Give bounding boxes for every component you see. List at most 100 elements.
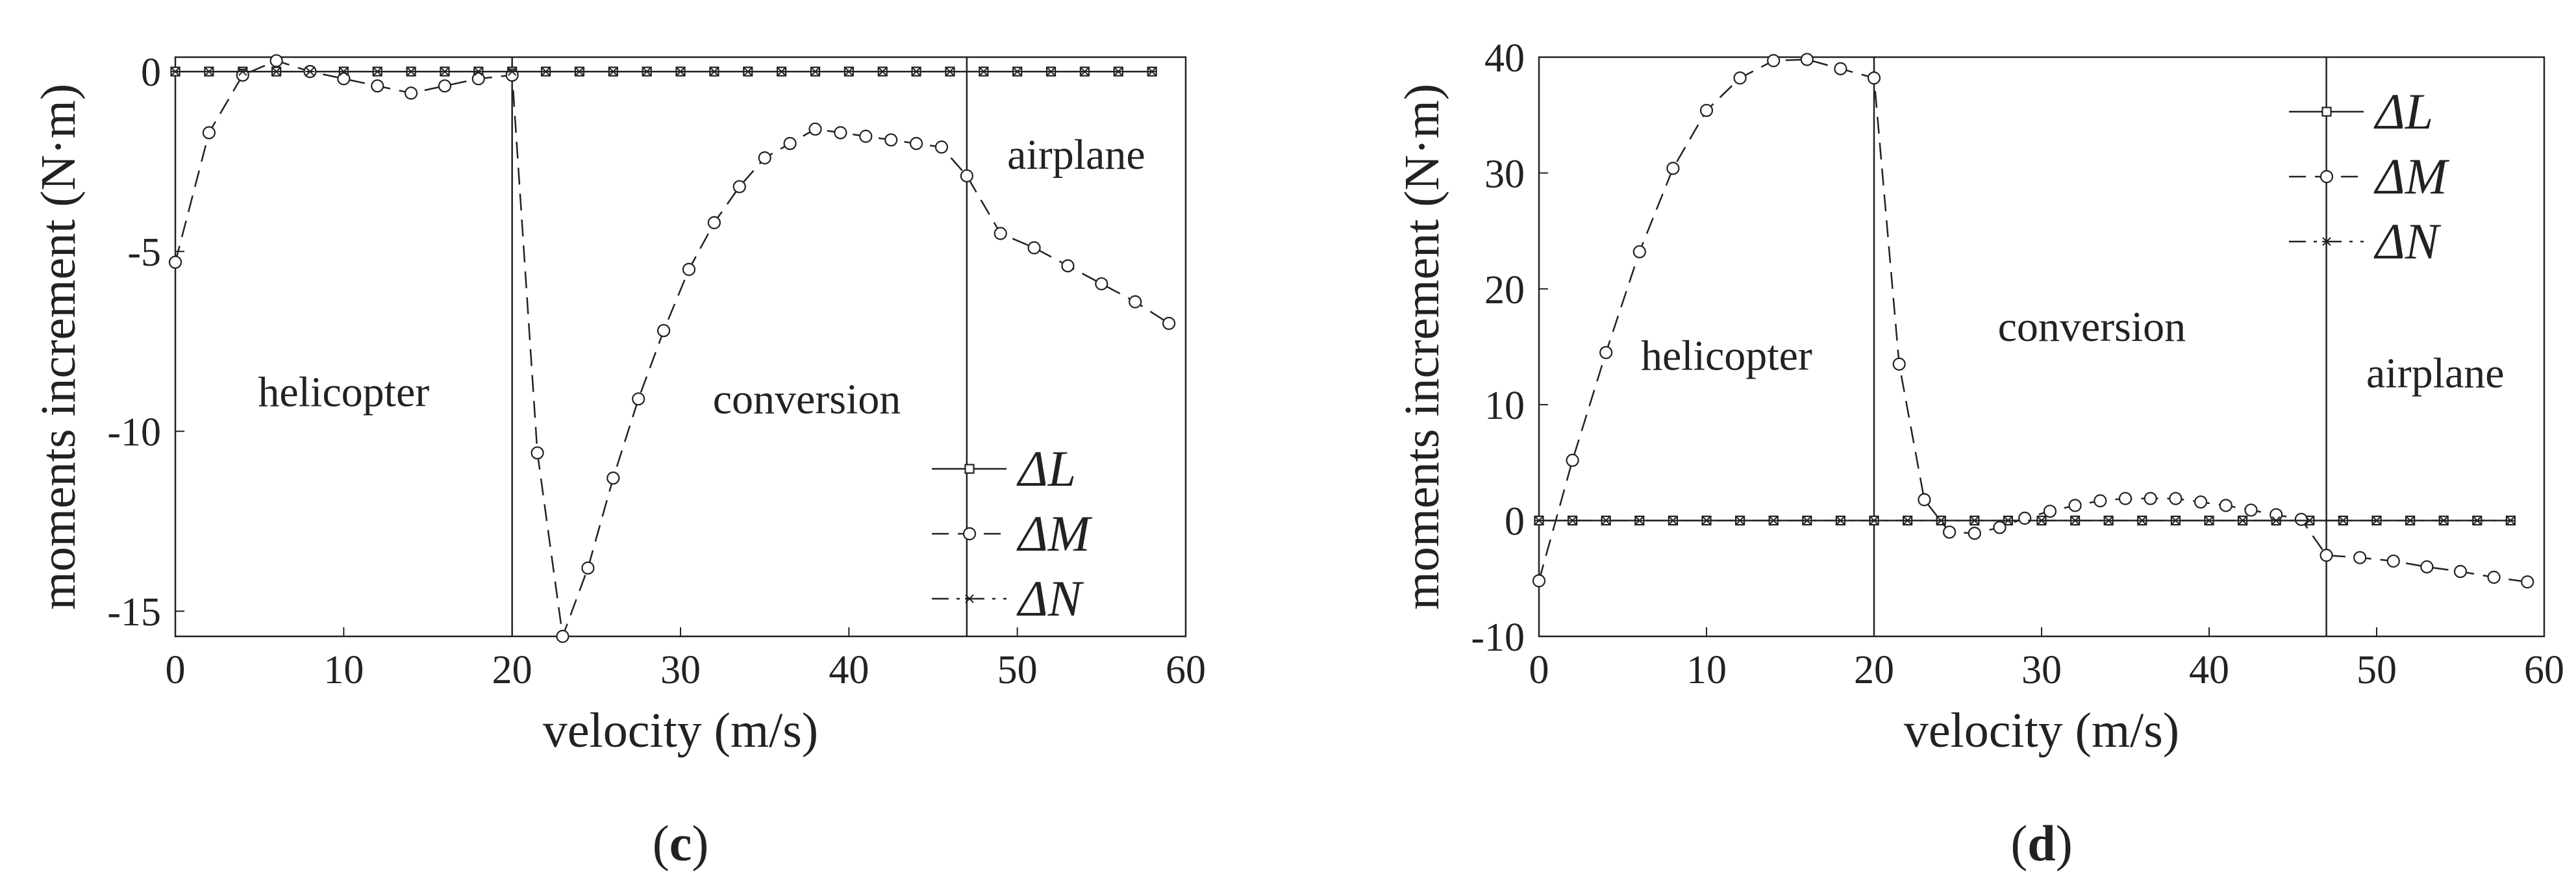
data-point [1968, 527, 1981, 540]
data-point [1080, 67, 1090, 76]
data-point [556, 629, 569, 644]
data-point [373, 67, 382, 76]
data-point [1735, 516, 1745, 525]
data-point [1699, 103, 1714, 118]
data-point [269, 54, 283, 68]
y-tick-label: -15 [107, 590, 161, 634]
data-point [732, 180, 746, 194]
data-point [2386, 554, 2400, 568]
data-point [168, 255, 182, 269]
legend-marker [2321, 106, 2332, 117]
data-point [1800, 53, 1814, 66]
legend-label: ΔM [1016, 505, 1093, 562]
data-point [810, 67, 820, 76]
legend-marker [962, 527, 977, 541]
data-point [606, 471, 620, 485]
data-point [1634, 516, 1644, 525]
data-point [2205, 516, 2214, 525]
data-point [2070, 516, 2080, 525]
data-point [676, 67, 685, 76]
data-point [1769, 516, 1779, 525]
region-label: helicopter [258, 368, 429, 416]
data-point [884, 133, 898, 147]
data-point [2194, 495, 2208, 509]
data-point [2094, 494, 2107, 508]
data-point [2003, 516, 2013, 525]
data-point [1046, 67, 1056, 76]
data-point [2137, 516, 2147, 525]
data-point [682, 262, 696, 276]
data-point [1147, 67, 1157, 76]
data-point [758, 151, 771, 165]
data-point [2068, 499, 2082, 512]
x-tick-label: 20 [492, 648, 532, 692]
data-point [1918, 493, 1931, 507]
data-point [271, 67, 281, 76]
data-point [541, 67, 551, 76]
x-tick-label: 0 [166, 648, 186, 692]
y-tick-label: -10 [1471, 616, 1525, 660]
data-point [934, 140, 949, 154]
region-label: helicopter [1641, 332, 1812, 380]
data-point [1027, 241, 1041, 255]
data-point [236, 68, 249, 82]
data-point [2338, 516, 2348, 525]
data-point [912, 67, 921, 76]
data-point [777, 67, 786, 76]
data-point [859, 129, 873, 143]
data-point [371, 79, 384, 93]
x-tick-label: 10 [1686, 648, 1727, 692]
data-point [2506, 516, 2516, 525]
legend-marker [964, 464, 975, 474]
data-point [1162, 316, 1176, 331]
data-point [2487, 570, 2501, 584]
x-axis-label: velocity (m/s) [543, 703, 818, 758]
data-point [1993, 521, 2007, 534]
legend-label: ΔL [1016, 440, 1076, 497]
legend-marker [2322, 237, 2331, 246]
data-point [1601, 516, 1611, 525]
region-label: conversion [713, 375, 901, 423]
data-point [2169, 492, 2182, 505]
data-point [581, 561, 595, 575]
data-point [642, 67, 652, 76]
data-point [440, 67, 449, 76]
data-point [2472, 516, 2482, 525]
data-point [1666, 162, 1680, 175]
data-point [337, 72, 351, 86]
data-point [238, 67, 247, 76]
data-point [783, 136, 797, 151]
data-point [1534, 516, 1544, 525]
data-point [1012, 67, 1022, 76]
data-point [1566, 453, 1579, 467]
data-point [834, 126, 847, 140]
data-point [2353, 551, 2367, 564]
data-point [1970, 516, 1979, 525]
data-point [204, 67, 214, 76]
y-tick-label: 40 [1484, 36, 1525, 81]
data-point [1114, 67, 1123, 76]
chart-panel-c: 0 10 20 30 40 50 60 0 -5 -10 -15 velocity (m/s) mome… [31, 51, 1206, 871]
data-point [2018, 511, 2032, 525]
data-point [1733, 71, 1747, 85]
x-tick-label: 0 [1529, 648, 1549, 692]
data-point [531, 446, 544, 460]
y-tick-label: -5 [127, 231, 161, 275]
legend-label: ΔN [2373, 213, 2442, 269]
y-axis-label: moments increment (N·m) [31, 84, 86, 610]
data-point [1867, 71, 1881, 85]
data-point [2453, 564, 2468, 579]
legend-marker [2320, 169, 2334, 184]
panel-label: (c) [653, 815, 709, 871]
data-point [909, 136, 923, 151]
region-label: conversion [1998, 303, 2186, 351]
data-point [1532, 574, 1546, 588]
data-point [2294, 512, 2308, 526]
legend-marker [965, 594, 974, 603]
data-point [2270, 508, 2283, 521]
data-point [709, 67, 719, 76]
data-point [404, 86, 418, 100]
data-point [1599, 345, 1613, 360]
data-point [1869, 516, 1879, 525]
